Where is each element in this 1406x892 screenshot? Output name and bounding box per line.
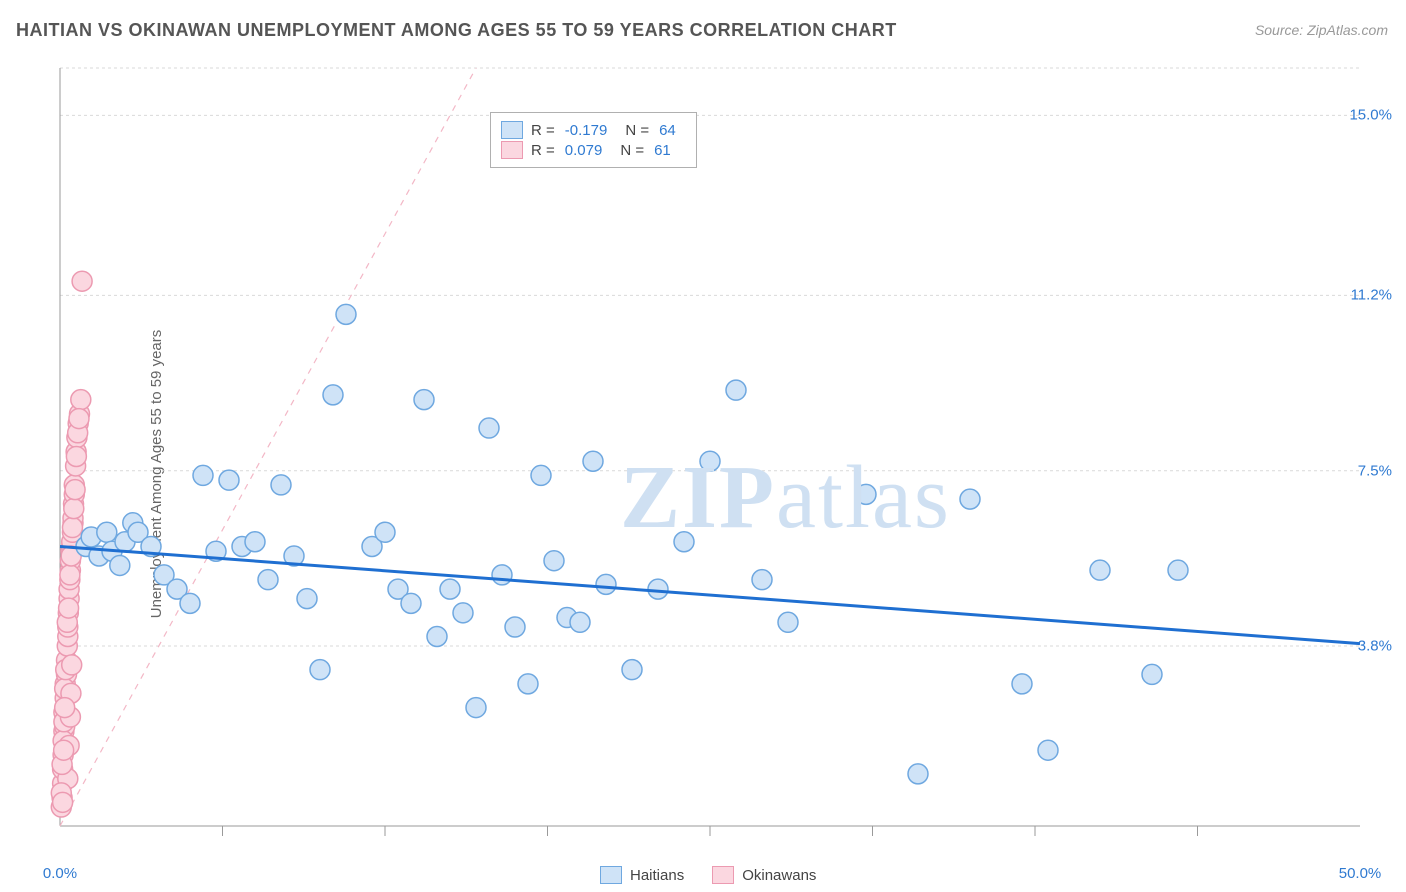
point-haitian xyxy=(414,390,434,410)
scatter-plot xyxy=(50,56,1400,866)
stats-n-haitians: 64 xyxy=(659,122,676,139)
point-haitian xyxy=(960,489,980,509)
point-haitian xyxy=(1090,560,1110,580)
point-haitian xyxy=(336,304,356,324)
point-haitian xyxy=(110,555,130,575)
legend-swatch-okinawans xyxy=(712,866,734,884)
point-haitian xyxy=(453,603,473,623)
point-okinawan xyxy=(62,518,82,538)
legend-swatch-haitians xyxy=(600,866,622,884)
point-haitian xyxy=(401,593,421,613)
chart-title: HAITIAN VS OKINAWAN UNEMPLOYMENT AMONG A… xyxy=(16,20,897,41)
point-haitian xyxy=(778,612,798,632)
point-okinawan xyxy=(60,565,80,585)
point-haitian xyxy=(752,570,772,590)
identity-line xyxy=(60,68,476,826)
chart-container: Unemployment Among Ages 55 to 59 years Z… xyxy=(0,56,1406,892)
y-tick-label: 15.0% xyxy=(1349,107,1392,124)
point-okinawan xyxy=(54,740,74,760)
point-haitian xyxy=(1038,740,1058,760)
point-haitian xyxy=(583,451,603,471)
point-haitian xyxy=(440,579,460,599)
point-haitian xyxy=(492,565,512,585)
point-haitian xyxy=(570,612,590,632)
point-haitian xyxy=(596,574,616,594)
point-okinawan xyxy=(59,598,79,618)
point-haitian xyxy=(505,617,525,637)
series-legend: Haitians Okinawans xyxy=(600,866,816,884)
trend-line-haitians xyxy=(60,546,1360,643)
y-tick-label: 11.2% xyxy=(1351,287,1392,304)
point-okinawan xyxy=(65,480,85,500)
point-okinawan xyxy=(62,655,82,675)
point-haitian xyxy=(323,385,343,405)
swatch-okinawans xyxy=(501,141,523,159)
point-haitian xyxy=(180,593,200,613)
legend-label-haitians: Haitians xyxy=(630,867,684,884)
legend-label-okinawans: Okinawans xyxy=(742,867,816,884)
stats-r-okinawans: 0.079 xyxy=(565,142,603,159)
point-haitian xyxy=(518,674,538,694)
point-haitian xyxy=(544,551,564,571)
stats-row-okinawans: R = 0.079 N = 61 xyxy=(501,141,686,159)
stats-r-haitians: -0.179 xyxy=(565,122,608,139)
y-tick-label: 7.5% xyxy=(1358,462,1392,479)
point-okinawan xyxy=(71,390,91,410)
point-haitian xyxy=(700,451,720,471)
point-haitian xyxy=(1168,560,1188,580)
stats-n-label-2: N = xyxy=(620,142,644,159)
point-haitian xyxy=(1142,664,1162,684)
stats-r-label-2: R = xyxy=(531,142,555,159)
point-haitian xyxy=(97,522,117,542)
x-tick-label: 0.0% xyxy=(43,865,77,882)
stats-r-label: R = xyxy=(531,122,555,139)
point-haitian xyxy=(297,589,317,609)
point-haitian xyxy=(674,532,694,552)
swatch-haitians xyxy=(501,121,523,139)
point-haitian xyxy=(479,418,499,438)
point-okinawan xyxy=(69,409,89,429)
legend-item-haitians: Haitians xyxy=(600,866,684,884)
legend-item-okinawans: Okinawans xyxy=(712,866,816,884)
point-haitian xyxy=(219,470,239,490)
source-prefix: Source: xyxy=(1255,22,1307,38)
point-haitian xyxy=(726,380,746,400)
point-haitian xyxy=(648,579,668,599)
point-haitian xyxy=(856,484,876,504)
y-tick-label: 3.8% xyxy=(1358,637,1392,654)
point-haitian xyxy=(466,698,486,718)
point-haitian xyxy=(258,570,278,590)
point-haitian xyxy=(908,764,928,784)
point-haitian xyxy=(375,522,395,542)
source-name: ZipAtlas.com xyxy=(1307,22,1388,38)
point-haitian xyxy=(271,475,291,495)
point-haitian xyxy=(427,627,447,647)
point-haitian xyxy=(245,532,265,552)
point-haitian xyxy=(1012,674,1032,694)
point-haitian xyxy=(310,660,330,680)
stats-legend: R = -0.179 N = 64 R = 0.079 N = 61 xyxy=(490,112,697,168)
point-haitian xyxy=(622,660,642,680)
source-attribution: Source: ZipAtlas.com xyxy=(1255,22,1388,38)
point-okinawan xyxy=(72,271,92,291)
x-tick-label: 50.0% xyxy=(1339,865,1382,882)
point-okinawan xyxy=(66,446,86,466)
point-haitian xyxy=(531,465,551,485)
stats-row-haitians: R = -0.179 N = 64 xyxy=(501,121,686,139)
point-okinawan xyxy=(64,499,84,519)
point-okinawan xyxy=(53,792,73,812)
point-okinawan xyxy=(55,698,75,718)
stats-n-label: N = xyxy=(625,122,649,139)
point-haitian xyxy=(193,465,213,485)
stats-n-okinawans: 61 xyxy=(654,142,671,159)
